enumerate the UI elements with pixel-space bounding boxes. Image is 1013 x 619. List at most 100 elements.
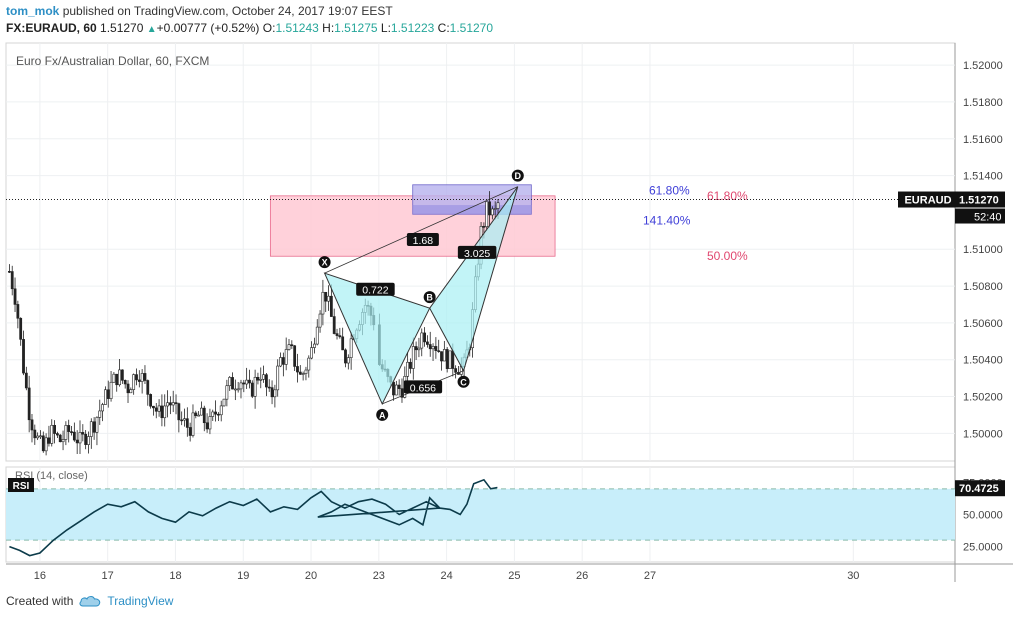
rsi-value: 70.4725 bbox=[959, 483, 999, 495]
candle-body bbox=[95, 417, 99, 433]
fib-level-label: 50.00% bbox=[707, 249, 748, 263]
candle-body bbox=[231, 377, 234, 390]
candle-body bbox=[242, 382, 246, 385]
rsi-tick-label: 25.0000 bbox=[963, 542, 1003, 554]
current-price-box bbox=[955, 191, 1005, 208]
time-tick-label: 16 bbox=[34, 570, 46, 582]
candle-body bbox=[171, 402, 175, 406]
candle-body bbox=[53, 424, 56, 434]
candle-body bbox=[140, 373, 144, 382]
candle-body bbox=[163, 405, 167, 419]
fib-zone-purple-inner bbox=[412, 205, 532, 215]
candle-body bbox=[202, 407, 206, 424]
candle-body bbox=[188, 427, 192, 436]
candle-body bbox=[279, 357, 282, 367]
candle-body bbox=[270, 387, 274, 398]
candle-body bbox=[315, 326, 319, 345]
time-tick-label: 25 bbox=[508, 570, 520, 582]
publisher-line: tom_mok published on TradingView.com, Oc… bbox=[6, 4, 393, 18]
candle-body bbox=[496, 202, 500, 209]
candle-body bbox=[197, 414, 201, 417]
candle-body bbox=[84, 433, 88, 445]
candle-body bbox=[16, 304, 20, 319]
candle-body bbox=[293, 345, 297, 367]
pattern-point-label: B bbox=[426, 293, 433, 303]
candle-body bbox=[120, 369, 124, 381]
candle-body bbox=[451, 350, 455, 369]
candle-body bbox=[236, 388, 240, 391]
candle-body bbox=[47, 437, 51, 444]
candle-body bbox=[321, 291, 325, 315]
candle-body bbox=[157, 405, 161, 412]
candle-body bbox=[205, 422, 209, 430]
candle-body bbox=[27, 387, 31, 421]
time-tick-label: 20 bbox=[305, 570, 317, 582]
candle-body bbox=[7, 271, 11, 273]
candle-body bbox=[67, 425, 71, 432]
candle-body bbox=[329, 295, 333, 317]
time-tick-label: 23 bbox=[373, 570, 385, 582]
pattern-point-label: X bbox=[322, 258, 328, 268]
candle-body bbox=[250, 382, 254, 397]
candle-body bbox=[70, 431, 73, 433]
candle-body bbox=[152, 405, 155, 409]
high-value: 1.51275 bbox=[334, 21, 378, 35]
candle-body bbox=[493, 208, 497, 210]
pattern-point-marker bbox=[511, 169, 524, 182]
candle-body bbox=[126, 383, 130, 394]
candle-body bbox=[423, 332, 426, 343]
author-name[interactable]: tom_mok bbox=[6, 4, 60, 18]
candle-body bbox=[185, 418, 189, 428]
candle-body bbox=[454, 368, 458, 373]
countdown-box bbox=[955, 208, 1005, 224]
candle-body bbox=[168, 402, 172, 406]
time-tick-label: 17 bbox=[102, 570, 114, 582]
candle-body bbox=[248, 379, 251, 384]
pattern-ratio-box bbox=[356, 282, 395, 296]
candle-body bbox=[298, 371, 302, 375]
candle-body bbox=[259, 379, 263, 381]
price-tick-label: 1.51800 bbox=[963, 97, 1003, 109]
current-price-value: 1.51270 bbox=[959, 195, 999, 207]
tradingview-link[interactable]: TradingView bbox=[79, 594, 173, 608]
candle-body bbox=[180, 419, 184, 422]
rsi-band bbox=[6, 488, 955, 541]
candle-body bbox=[101, 404, 104, 412]
candle-body bbox=[222, 398, 226, 407]
candle-body bbox=[132, 374, 136, 390]
fib-level-label: 61.80% bbox=[649, 183, 690, 197]
candle-body bbox=[434, 346, 438, 351]
candle-body bbox=[219, 405, 223, 416]
candle-body bbox=[194, 412, 198, 416]
candle-body bbox=[225, 385, 229, 400]
candle-body bbox=[301, 373, 305, 375]
candle-body bbox=[338, 335, 342, 338]
pattern-point-marker bbox=[376, 408, 389, 421]
candle-body bbox=[233, 388, 237, 391]
pattern-ratio-label: 0.722 bbox=[362, 285, 388, 297]
candle-body bbox=[39, 435, 42, 438]
pattern-point-marker bbox=[457, 375, 470, 388]
candle-body bbox=[214, 411, 217, 415]
candle-body bbox=[36, 435, 40, 439]
candle-body bbox=[344, 349, 347, 364]
candle-body bbox=[24, 372, 28, 389]
time-tick-label: 26 bbox=[576, 570, 588, 582]
pattern-line-xd bbox=[324, 186, 518, 274]
price-tick-label: 1.52000 bbox=[963, 60, 1003, 72]
created-with-label: Created with bbox=[6, 594, 74, 608]
pattern-ratio-box bbox=[457, 245, 497, 259]
candle-body bbox=[335, 333, 339, 336]
pattern-point-label: A bbox=[379, 410, 386, 420]
candle-body bbox=[281, 357, 285, 365]
candle-body bbox=[442, 349, 446, 362]
candle-body bbox=[239, 382, 243, 390]
candle-body bbox=[208, 416, 212, 430]
candle-body bbox=[211, 411, 215, 417]
candle-body bbox=[89, 421, 93, 437]
candle-body bbox=[256, 376, 260, 381]
price-tick-label: 1.50400 bbox=[963, 355, 1003, 367]
chart-title: Euro Fx/Australian Dollar, 60, FXCM bbox=[16, 54, 209, 68]
candle-body bbox=[307, 357, 311, 371]
